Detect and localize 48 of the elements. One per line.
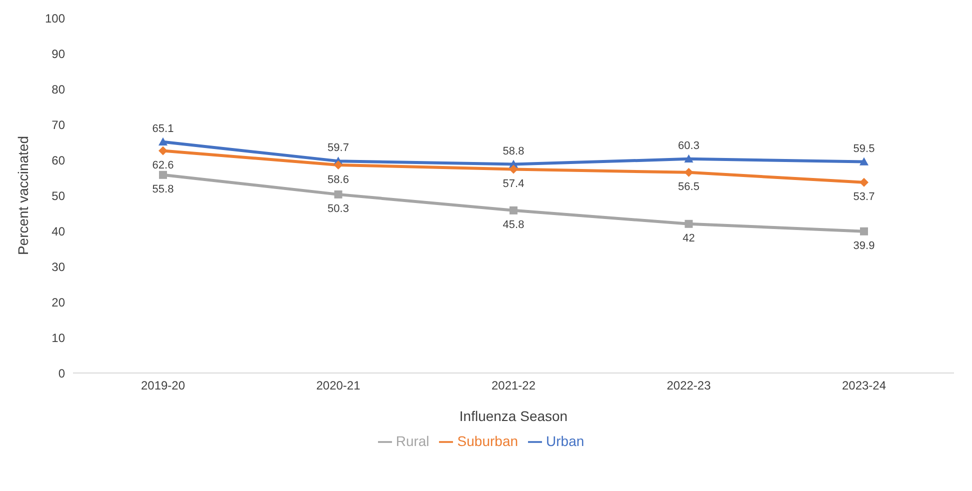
data-label: 45.8 — [502, 219, 524, 232]
point — [684, 220, 693, 228]
y-tick-label: 100 — [44, 11, 66, 26]
point — [159, 170, 167, 179]
data-label: 55.8 — [152, 184, 174, 196]
point — [158, 137, 168, 146]
x-axis-title: Influenza Season — [459, 408, 568, 424]
x-tick-label: 2022-23 — [666, 378, 712, 393]
y-axis-title: Percent vaccinated — [14, 136, 31, 256]
data-label: 53.7 — [853, 191, 875, 204]
point — [509, 164, 518, 174]
y-tick-label: 20 — [52, 295, 66, 310]
y-tick-label: 0 — [58, 366, 66, 380]
data-label: 39.9 — [853, 240, 875, 252]
x-tick-label: 2021-22 — [491, 378, 536, 393]
data-label: 57.4 — [502, 178, 524, 190]
y-tick-label: 70 — [52, 118, 66, 132]
data-label: 62.6 — [152, 160, 174, 172]
y-tick-label: 60 — [52, 153, 66, 168]
y-tick-label: 80 — [52, 82, 66, 96]
point — [334, 160, 343, 170]
data-label: 65.1 — [152, 122, 174, 135]
x-tick-label: 2019-20 — [140, 378, 186, 393]
point — [334, 190, 342, 198]
data-label: 59.5 — [853, 142, 875, 155]
legend-label: Urban — [546, 433, 584, 449]
y-tick-label: 90 — [52, 46, 66, 61]
point — [510, 206, 518, 214]
y-tick-label: 40 — [52, 224, 66, 238]
data-label: 58.6 — [328, 174, 349, 186]
y-tick-label: 30 — [52, 260, 66, 274]
x-tick-label: 2020-21 — [316, 378, 361, 393]
point — [860, 178, 868, 187]
point — [860, 157, 868, 166]
data-label: 60.3 — [678, 140, 700, 152]
x-tick-label: 2023-24 — [842, 378, 886, 393]
legend-label: Rural — [396, 433, 430, 449]
data-label: 59.7 — [328, 142, 349, 154]
legend-label: Suburban — [457, 433, 518, 449]
y-tick-label: 50 — [52, 188, 66, 203]
data-label: 58.8 — [502, 145, 524, 158]
data-label: 42 — [682, 232, 695, 245]
data-label: 50.3 — [328, 203, 349, 216]
point — [684, 154, 694, 163]
y-tick-label: 10 — [52, 330, 66, 345]
data-label: 56.5 — [678, 181, 700, 194]
point — [860, 227, 868, 236]
point — [158, 146, 168, 156]
